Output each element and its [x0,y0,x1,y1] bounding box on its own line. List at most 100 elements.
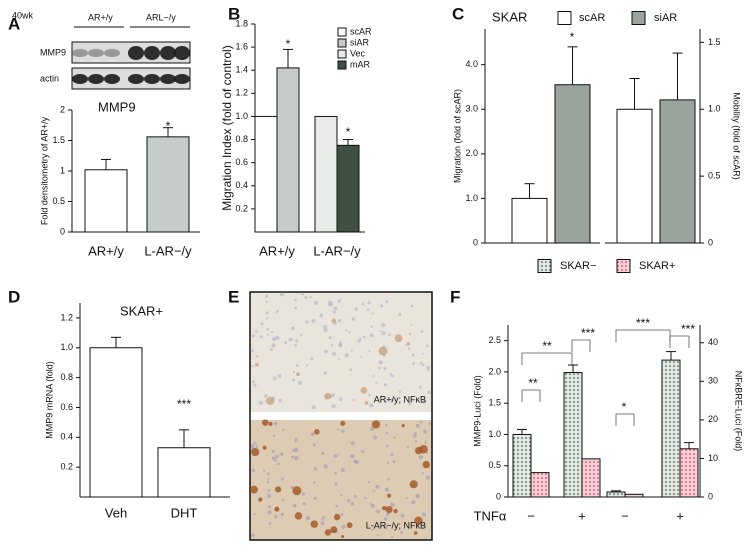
cell-nucleus [340,468,345,472]
cell-nucleus [310,356,314,361]
cell-nucleus [293,440,297,443]
cell-nucleus [280,512,284,517]
stain-spot [413,531,418,535]
cell-nucleus [366,308,370,312]
stain-spot [422,460,430,469]
cell-nucleus [313,481,316,484]
cell-nucleus [383,366,387,370]
y2-tick-label: 0 [708,491,713,501]
error-bar [672,52,683,100]
cell-nucleus [383,525,388,529]
cell-nucleus [277,462,280,466]
cell-nucleus [295,363,299,367]
cell-nucleus [258,400,264,406]
cell-nucleus [344,329,347,332]
y2-tick-label: 1.0 [708,104,721,114]
cell-nucleus [328,300,333,305]
cell-nucleus [267,488,271,492]
cell-nucleus [271,343,276,348]
cell-nucleus [350,441,355,446]
error-bar [101,158,111,170]
cell-nucleus [385,444,389,448]
significance-label: * [286,37,291,51]
cell-nucleus [369,426,375,432]
x-tick-label: L-AR−/y [313,243,361,258]
cell-nucleus [385,431,388,435]
x-tick-label: + [578,508,586,523]
cell-nucleus [275,312,278,315]
y2-axis-label: Mobility (fold of scAR) [732,92,742,180]
cell-nucleus [389,373,393,376]
legend-label: mAR [350,59,371,69]
cell-nucleus [300,292,305,296]
bar [624,493,644,498]
cell-nucleus [423,429,428,434]
cell-nucleus [273,421,278,426]
cell-nucleus [421,472,425,475]
y2-tick-label: 1.5 [708,37,721,47]
cell-nucleus [379,330,383,333]
blot-band [88,74,104,84]
cell-nucleus [260,322,264,326]
significance-bracket [521,389,541,402]
cell-nucleus [313,496,317,501]
blot-band [128,74,144,84]
stain-spot [378,346,388,356]
cell-nucleus [341,429,345,433]
blot-band [72,49,88,57]
y-tick-label: 1.8 [235,18,248,28]
y-tick-label: 1.5 [52,135,65,145]
cell-nucleus [259,335,263,339]
cell-nucleus [271,456,275,460]
cell-nucleus [375,381,378,384]
cell-nucleus [370,503,376,508]
cell-nucleus [253,441,257,445]
cell-nucleus [332,393,336,396]
cell-nucleus [344,353,349,358]
cell-nucleus [337,318,342,323]
cell-nucleus [304,295,308,300]
cell-nucleus [347,498,351,503]
y2-tick-label: 0 [708,237,713,247]
x-axis-label: TNFα [474,508,507,523]
y-tick-label: 0.8 [235,134,248,144]
cell-nucleus [338,343,343,348]
cell-nucleus [376,509,381,514]
significance-bracket [615,329,671,342]
cell-nucleus [339,341,342,344]
error-bar [179,429,189,448]
cell-nucleus [360,355,363,358]
significance-bracket [669,335,690,348]
cell-nucleus [423,524,426,527]
stain-spot [409,480,418,489]
error-bar [684,442,694,449]
error-bar [163,127,173,137]
cell-nucleus [357,338,362,343]
bar [512,433,532,498]
y-tick-label: 2.0 [465,148,478,158]
cell-nucleus [336,428,340,431]
y-tick-label: 2.5 [488,335,501,345]
cell-nucleus [400,531,404,535]
significance-label: *** [636,316,650,330]
cell-nucleus [348,331,351,334]
legend-label: Vec [350,48,366,58]
cell-nucleus [272,337,277,342]
cell-nucleus [250,348,254,353]
cell-nucleus [340,513,344,517]
cell-nucleus [295,339,299,343]
y-tick-label: 1.5 [488,398,501,408]
stain-spot [393,508,398,514]
cell-nucleus [384,423,388,427]
stain-spot [333,513,341,521]
cell-nucleus [392,460,396,464]
cell-nucleus [406,445,409,449]
cell-nucleus [328,336,332,340]
legend-swatch [337,60,347,70]
cell-nucleus [281,498,285,502]
cell-nucleus [415,493,420,499]
y-tick-label: 0.4 [60,432,73,442]
stain-spot [292,486,302,496]
x-tick-label: AR+/y [88,243,124,258]
